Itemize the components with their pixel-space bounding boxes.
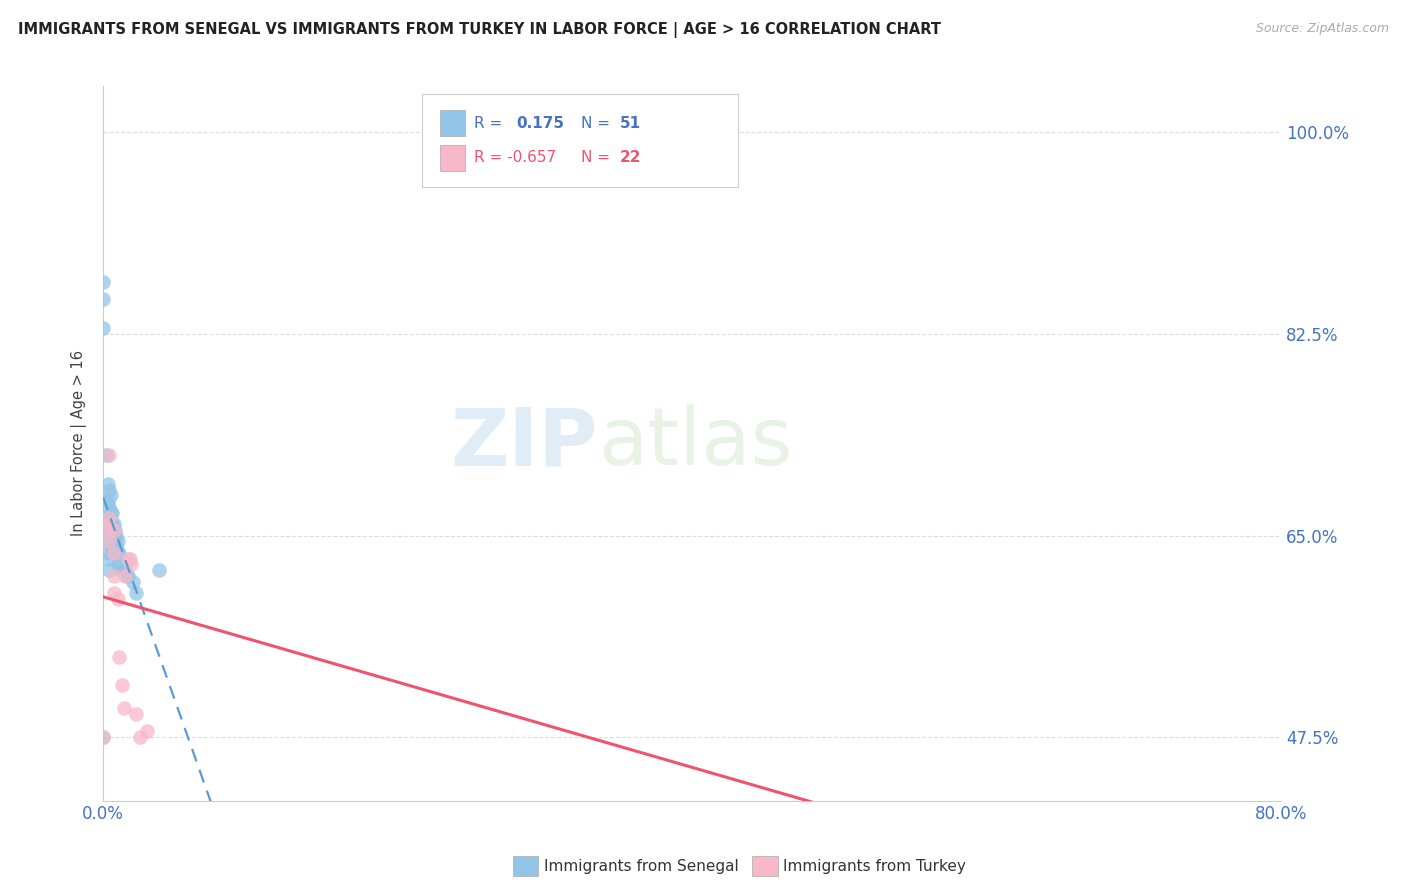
Point [117, 551, 139, 566]
Point [98, 523, 121, 537]
Point [103, 523, 125, 537]
Text: N =: N = [581, 151, 610, 165]
Point [103, 569, 125, 583]
Point [98, 511, 121, 525]
Point [112, 701, 135, 715]
Point [976, 834, 998, 848]
Point [124, 586, 146, 600]
Point [104, 546, 127, 560]
Point [148, 563, 170, 577]
Point [98, 523, 121, 537]
Text: N =: N = [581, 116, 610, 130]
Text: Immigrants from Senegal: Immigrants from Senegal [544, 859, 740, 873]
Point [91, 321, 114, 335]
Point [97, 551, 120, 566]
Point [111, 563, 134, 577]
Point [104, 534, 127, 549]
Point [100, 529, 122, 543]
Point [129, 731, 152, 745]
Point [108, 649, 131, 664]
Point [96, 448, 118, 462]
Point [105, 529, 128, 543]
Text: 51: 51 [620, 116, 641, 130]
Point [97, 511, 120, 525]
Point [110, 563, 132, 577]
Point [114, 563, 136, 577]
Point [114, 569, 136, 583]
Point [91, 275, 114, 289]
Point [120, 558, 142, 572]
Point [98, 563, 121, 577]
Point [91, 293, 114, 307]
Point [98, 483, 121, 497]
Point [97, 517, 120, 532]
Point [97, 517, 120, 532]
Point [98, 534, 121, 549]
Text: IMMIGRANTS FROM SENEGAL VS IMMIGRANTS FROM TURKEY IN LABOR FORCE | AGE > 16 CORR: IMMIGRANTS FROM SENEGAL VS IMMIGRANTS FR… [18, 22, 941, 38]
Point [121, 574, 143, 589]
Point [100, 517, 122, 532]
Point [103, 586, 125, 600]
Point [107, 534, 129, 549]
Point [100, 506, 122, 520]
Point [107, 558, 129, 572]
Text: Source: ZipAtlas.com: Source: ZipAtlas.com [1256, 22, 1389, 36]
Point [97, 476, 120, 491]
Point [98, 500, 121, 514]
Text: R = -0.657: R = -0.657 [474, 151, 555, 165]
Point [98, 511, 121, 525]
Point [108, 558, 131, 572]
Point [91, 731, 114, 745]
Point [96, 517, 118, 532]
Point [103, 546, 125, 560]
Point [105, 540, 128, 554]
Point [107, 592, 129, 607]
Point [136, 724, 159, 739]
Point [111, 678, 134, 692]
Point [98, 534, 121, 549]
Point [98, 517, 121, 532]
Point [101, 506, 124, 520]
Point [101, 517, 124, 532]
Point [101, 534, 124, 549]
Point [118, 551, 141, 566]
Point [115, 569, 138, 583]
Point [100, 488, 122, 502]
Text: R =: R = [474, 116, 502, 130]
Point [97, 534, 120, 549]
Point [108, 546, 131, 560]
Point [103, 523, 125, 537]
Point [97, 494, 120, 508]
Text: ZIP: ZIP [450, 404, 598, 483]
Point [101, 523, 124, 537]
Text: 0.175: 0.175 [516, 116, 564, 130]
Y-axis label: In Labor Force | Age > 16: In Labor Force | Age > 16 [72, 351, 87, 536]
Point [100, 540, 122, 554]
Point [103, 534, 125, 549]
Point [98, 546, 121, 560]
Text: 22: 22 [620, 151, 641, 165]
Text: atlas: atlas [598, 404, 792, 483]
Point [124, 707, 146, 722]
Point [91, 731, 114, 745]
Point [107, 546, 129, 560]
Point [97, 523, 120, 537]
Point [103, 517, 125, 532]
Text: Immigrants from Turkey: Immigrants from Turkey [783, 859, 966, 873]
Point [98, 448, 121, 462]
Point [104, 523, 127, 537]
Point [117, 569, 139, 583]
